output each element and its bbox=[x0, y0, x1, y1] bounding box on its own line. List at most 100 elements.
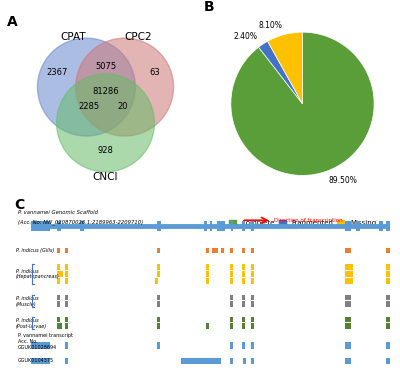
Bar bbox=[230, 317, 233, 322]
Bar bbox=[230, 323, 233, 329]
Bar bbox=[31, 357, 50, 364]
Bar bbox=[251, 271, 254, 277]
Bar bbox=[345, 271, 352, 277]
Bar bbox=[242, 264, 245, 270]
Bar bbox=[157, 302, 160, 307]
Bar bbox=[206, 264, 208, 270]
Bar bbox=[251, 317, 254, 322]
Text: CNCl: CNCl bbox=[93, 172, 118, 182]
Bar bbox=[65, 323, 68, 329]
Bar bbox=[345, 264, 352, 270]
Bar bbox=[57, 317, 60, 322]
Bar bbox=[251, 342, 254, 349]
Bar bbox=[210, 221, 212, 231]
Bar bbox=[212, 248, 218, 253]
Bar bbox=[386, 221, 390, 231]
Text: Direction of transcription: Direction of transcription bbox=[274, 218, 342, 223]
Bar bbox=[386, 294, 390, 300]
Text: 63: 63 bbox=[149, 68, 160, 77]
Bar bbox=[242, 221, 245, 231]
Bar bbox=[157, 221, 161, 231]
Bar bbox=[65, 342, 68, 349]
Text: CPC2: CPC2 bbox=[124, 32, 152, 42]
Bar bbox=[221, 248, 224, 253]
Bar bbox=[65, 264, 68, 270]
Bar bbox=[242, 248, 245, 253]
Bar bbox=[206, 278, 208, 284]
Bar bbox=[386, 317, 390, 322]
Bar bbox=[386, 302, 390, 307]
Legend: Complete, Fragmented, Missing: Complete, Fragmented, Missing bbox=[226, 218, 379, 229]
Bar bbox=[230, 264, 233, 270]
Text: CPAT: CPAT bbox=[60, 32, 86, 42]
Bar bbox=[157, 323, 160, 329]
Bar bbox=[230, 342, 233, 349]
Bar bbox=[244, 357, 246, 364]
Bar bbox=[356, 221, 360, 231]
Bar bbox=[345, 317, 351, 322]
Bar bbox=[345, 278, 352, 284]
Bar bbox=[251, 323, 254, 329]
Bar bbox=[206, 271, 208, 277]
Text: P. indicus
(Hepatopancreas): P. indicus (Hepatopancreas) bbox=[16, 268, 60, 279]
Bar bbox=[157, 294, 160, 300]
Bar bbox=[65, 248, 68, 253]
Wedge shape bbox=[268, 32, 302, 104]
Text: 89.50%: 89.50% bbox=[329, 176, 358, 185]
Circle shape bbox=[76, 38, 174, 136]
Circle shape bbox=[56, 74, 154, 172]
Bar bbox=[230, 248, 233, 253]
Bar bbox=[386, 264, 390, 270]
Bar bbox=[57, 278, 60, 284]
Text: P. indicus
(Muscle): P. indicus (Muscle) bbox=[16, 296, 39, 307]
Bar bbox=[242, 323, 245, 329]
Bar bbox=[251, 221, 254, 231]
Bar bbox=[230, 271, 233, 277]
Text: P. indicus
(Post-larvae): P. indicus (Post-larvae) bbox=[16, 318, 47, 329]
Bar bbox=[379, 221, 383, 231]
Bar bbox=[242, 271, 245, 277]
Text: 5075: 5075 bbox=[95, 62, 116, 71]
Text: 928: 928 bbox=[98, 146, 114, 155]
Bar bbox=[157, 271, 160, 277]
Bar bbox=[204, 221, 207, 231]
Text: 2367: 2367 bbox=[46, 68, 67, 77]
Bar bbox=[345, 342, 351, 349]
Bar bbox=[386, 342, 390, 349]
Text: GGUK0104375: GGUK0104375 bbox=[18, 358, 54, 363]
Bar bbox=[157, 342, 160, 349]
Bar bbox=[242, 278, 245, 284]
Bar bbox=[65, 271, 68, 277]
Bar bbox=[206, 323, 208, 329]
Bar bbox=[65, 294, 68, 300]
Bar bbox=[157, 264, 160, 270]
Text: P. vannamei Genomic Scaffold: P. vannamei Genomic Scaffold bbox=[18, 210, 98, 215]
Text: 81286: 81286 bbox=[92, 87, 119, 97]
Bar bbox=[182, 357, 221, 364]
Bar bbox=[345, 294, 351, 300]
Bar bbox=[65, 302, 68, 307]
Text: 2.40%: 2.40% bbox=[234, 32, 258, 41]
Bar bbox=[345, 357, 351, 364]
Bar bbox=[242, 342, 245, 349]
Bar bbox=[217, 221, 225, 231]
Text: C: C bbox=[14, 198, 24, 212]
Bar bbox=[251, 357, 254, 364]
Bar bbox=[386, 323, 390, 329]
Bar bbox=[57, 294, 60, 300]
Bar bbox=[251, 294, 254, 300]
Bar bbox=[242, 317, 245, 322]
Text: 2285: 2285 bbox=[78, 102, 99, 111]
Bar bbox=[157, 248, 160, 253]
Wedge shape bbox=[258, 41, 302, 104]
Bar bbox=[251, 248, 254, 253]
Circle shape bbox=[38, 38, 135, 136]
Bar bbox=[206, 248, 208, 253]
Bar bbox=[230, 357, 233, 364]
Bar bbox=[242, 302, 245, 307]
Bar bbox=[65, 278, 68, 284]
Bar bbox=[386, 278, 390, 284]
Bar bbox=[242, 294, 245, 300]
Bar bbox=[155, 278, 158, 284]
Bar bbox=[65, 357, 68, 364]
